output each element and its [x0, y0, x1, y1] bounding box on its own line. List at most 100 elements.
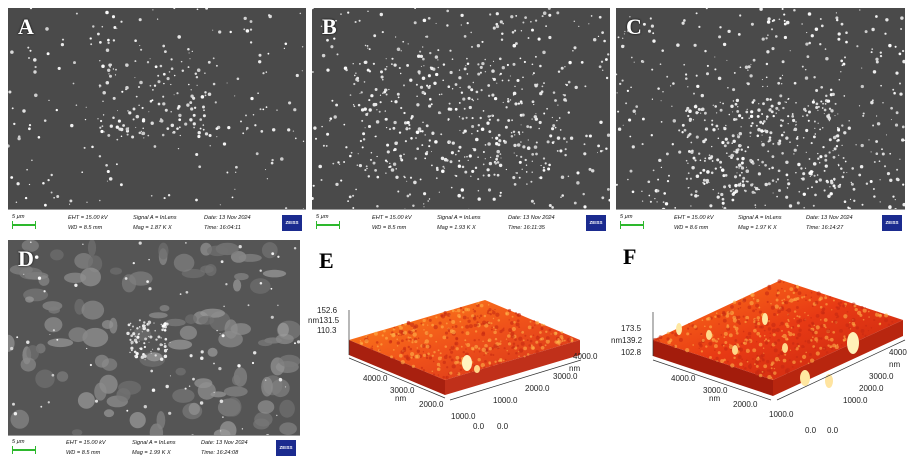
particle: [693, 104, 698, 109]
surface-texture: [781, 349, 783, 351]
particle: [150, 352, 152, 354]
particle: [715, 124, 719, 128]
particle: [695, 111, 699, 115]
particle: [403, 111, 406, 115]
particle: [526, 146, 531, 150]
particle: [702, 168, 706, 172]
surface-texture: [809, 325, 812, 328]
surface-texture: [494, 325, 499, 330]
surface-texture: [814, 330, 818, 335]
surface-texture: [535, 350, 539, 354]
particle: [735, 165, 738, 169]
surface-texture: [805, 294, 807, 296]
particle: [416, 103, 420, 107]
surface-texture: [410, 322, 415, 327]
particle: [356, 164, 358, 166]
surface-texture: [781, 287, 783, 290]
surface-texture: [411, 364, 416, 369]
particle: [52, 329, 56, 332]
surface-texture: [807, 328, 811, 332]
particle: [198, 165, 202, 169]
wd-value: WD = 8.5 mm: [68, 225, 103, 231]
particle: [533, 202, 536, 205]
surface-texture: [829, 345, 833, 348]
particle: [782, 106, 785, 110]
particle: [170, 110, 172, 113]
particle: [135, 95, 138, 98]
surface-texture: [776, 289, 780, 292]
particle: [778, 142, 782, 145]
particle: [641, 60, 645, 64]
particle: [506, 63, 509, 67]
particle: [363, 107, 367, 111]
particle: [107, 68, 111, 72]
surface-texture: [459, 364, 462, 367]
particle: [385, 93, 388, 96]
particle: [157, 74, 160, 77]
surface-texture: [833, 319, 837, 324]
particle: [772, 114, 775, 118]
surface-texture: [690, 333, 692, 335]
particle: [888, 43, 892, 48]
particle: [600, 60, 604, 63]
particle: [33, 70, 37, 74]
particle: [163, 327, 165, 329]
particle: [410, 137, 413, 140]
particle: [111, 15, 116, 19]
particle: [410, 115, 414, 118]
particle: [751, 101, 755, 104]
surface-texture: [728, 311, 731, 314]
particle: [421, 76, 426, 81]
particle: [749, 158, 753, 163]
particle: [760, 129, 764, 133]
particle: [796, 136, 799, 138]
particle: [728, 184, 731, 188]
surface-texture: [734, 339, 738, 342]
particle: [832, 149, 834, 152]
surface-texture: [757, 322, 761, 326]
particle: [817, 152, 819, 155]
surface-texture: [873, 318, 876, 322]
surface-texture: [744, 320, 747, 324]
surface-texture: [464, 307, 469, 312]
scale-label: 5 µm: [12, 214, 25, 220]
particle: [430, 151, 433, 153]
particle: [102, 100, 104, 103]
particle: [737, 135, 741, 139]
particle: [340, 13, 342, 15]
particle: [364, 44, 367, 47]
particle: [195, 75, 199, 79]
particle: [392, 126, 396, 130]
particle: [215, 64, 218, 67]
surface-texture: [828, 339, 830, 341]
particle: [471, 124, 475, 129]
particle: [419, 178, 422, 181]
particle: [185, 242, 187, 244]
particle: [523, 60, 526, 64]
particle: [807, 12, 812, 16]
particle: [391, 57, 394, 60]
surface-texture: [451, 364, 456, 369]
surface-texture: [801, 296, 804, 299]
particle: [740, 148, 743, 151]
particle: [656, 201, 658, 203]
surface-texture: [781, 335, 784, 338]
surface-texture: [398, 353, 403, 358]
particle: [671, 105, 673, 107]
zeiss-logo: ZEISS: [586, 215, 606, 231]
particle: [169, 341, 171, 344]
particle: [163, 50, 167, 54]
surface-texture: [808, 353, 812, 357]
surface-texture: [771, 322, 776, 328]
particle: [824, 158, 828, 162]
particle: [814, 133, 817, 135]
surface-texture: [401, 323, 403, 326]
particle: [862, 112, 865, 115]
particle: [477, 124, 480, 127]
particle: [384, 68, 387, 71]
particle: [689, 177, 692, 180]
surface-texture: [421, 344, 426, 348]
surface-texture: [458, 315, 461, 319]
particle: [312, 8, 314, 10]
particle: [463, 67, 467, 71]
